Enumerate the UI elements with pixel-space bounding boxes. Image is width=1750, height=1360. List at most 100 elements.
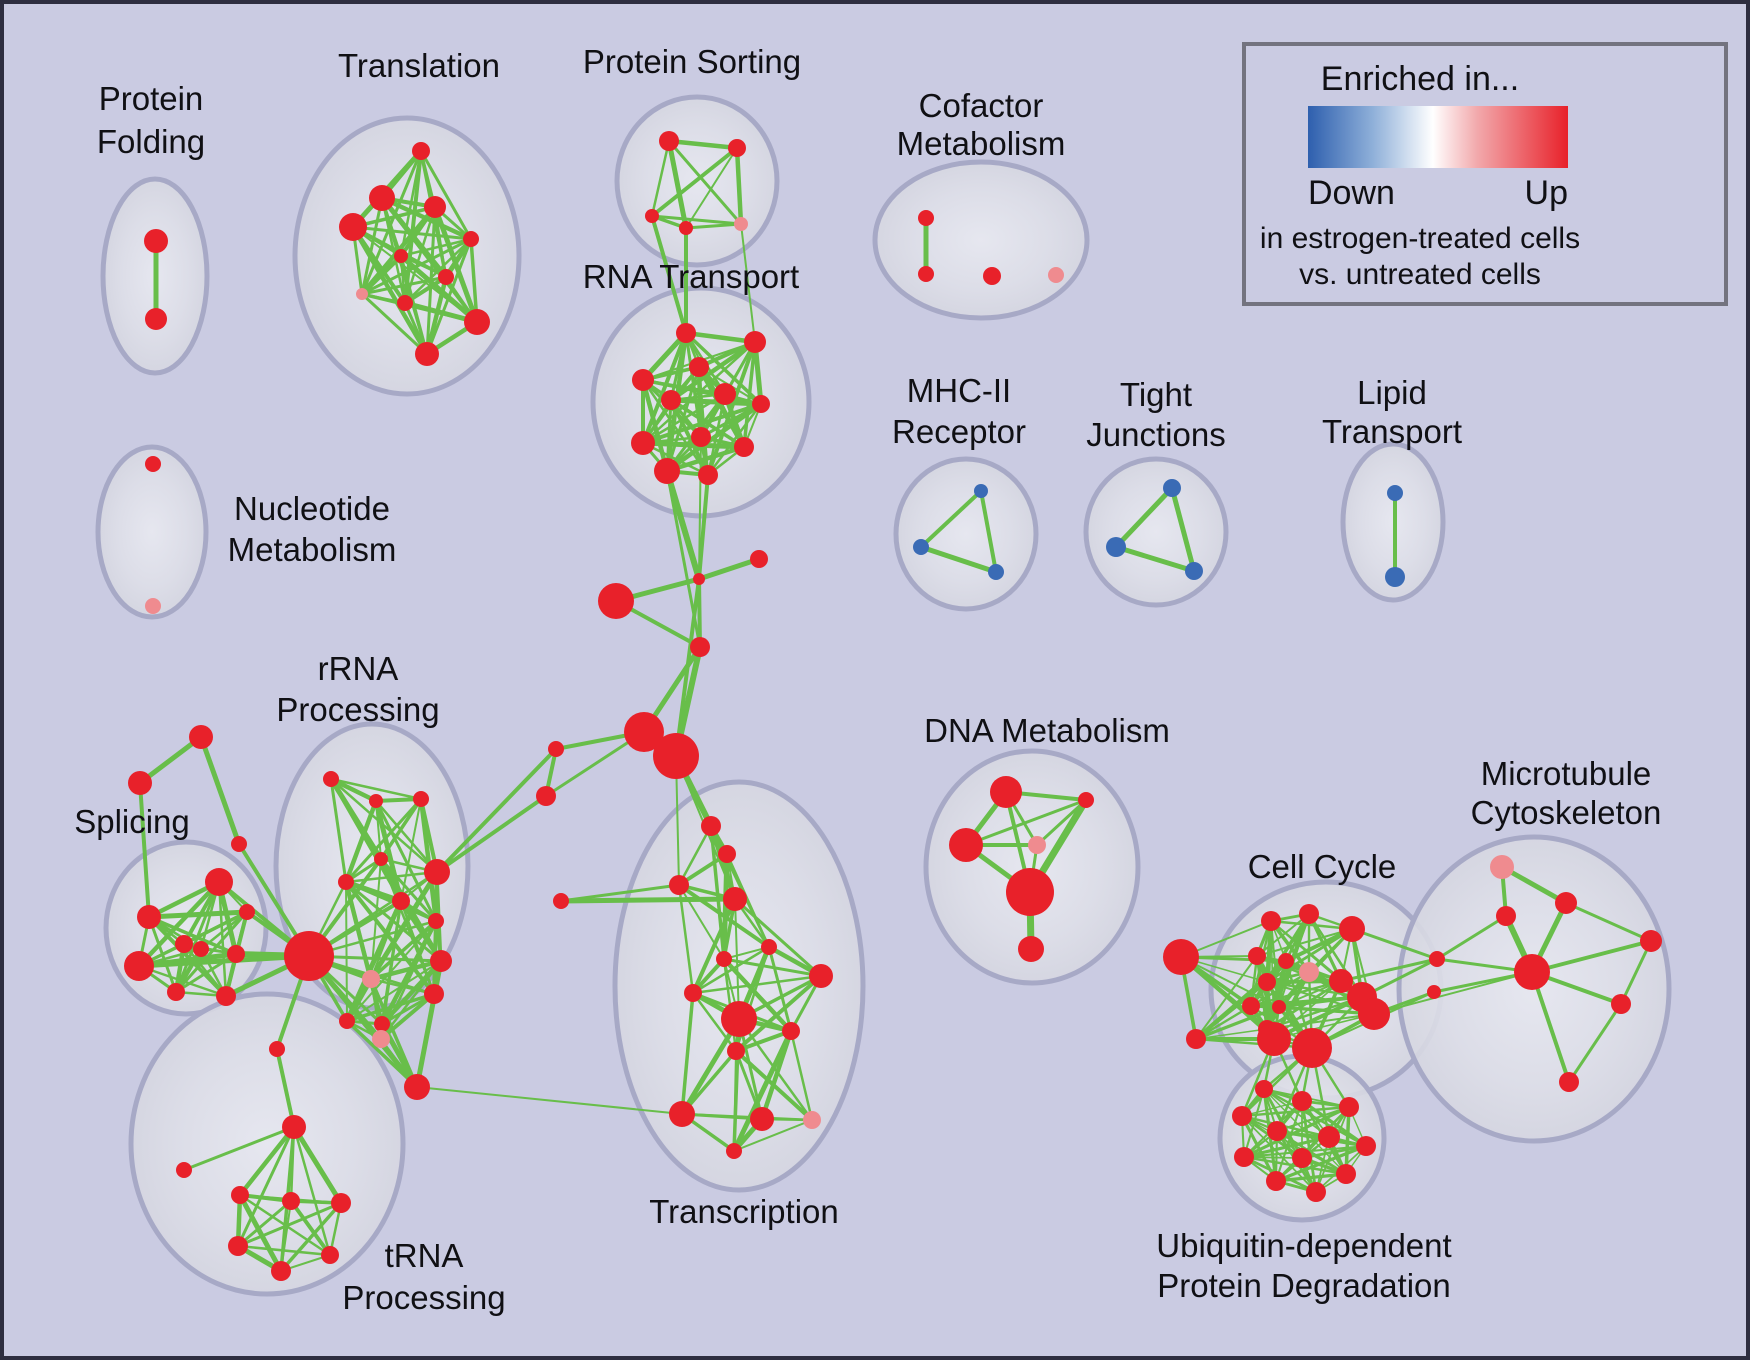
cluster-label-dna: DNA Metabolism — [924, 712, 1170, 749]
edge — [435, 747, 558, 874]
node-rna-9 — [734, 437, 754, 457]
edge — [403, 237, 473, 305]
node-conn-7 — [536, 786, 556, 806]
edge — [964, 798, 1088, 847]
edge — [147, 915, 238, 956]
edge — [236, 1125, 296, 1248]
edge — [667, 139, 743, 226]
edge — [344, 870, 439, 884]
node-rrna-8 — [284, 931, 334, 981]
edge — [1256, 913, 1310, 957]
node-lipid-1 — [1385, 567, 1405, 587]
cluster-label-trna: Processing — [342, 1279, 505, 1316]
node-transl-3 — [339, 213, 367, 241]
node-transl-4 — [463, 231, 479, 247]
node-conn-8 — [189, 725, 213, 749]
node-splice-8 — [216, 986, 236, 1006]
node-splice-4 — [124, 951, 154, 981]
node-cellcyc-4 — [1339, 916, 1365, 942]
node-tight-2 — [1185, 562, 1203, 580]
cluster-label-rrna: Processing — [276, 691, 439, 728]
edge — [416, 993, 435, 1088]
edge — [147, 915, 228, 998]
node-transc-1 — [718, 845, 736, 863]
node-rrna-9 — [362, 970, 380, 988]
edge — [1265, 980, 1364, 999]
node-rrna-11 — [424, 984, 444, 1004]
node-ubi-7 — [1234, 1147, 1254, 1167]
node-rrna-14 — [372, 1030, 390, 1048]
edge — [668, 339, 758, 403]
node-cofac-0 — [918, 210, 934, 226]
edge — [368, 958, 444, 982]
edge — [698, 436, 702, 580]
node-cellcyc-8 — [1329, 969, 1353, 993]
node-cellcyc-2 — [1261, 911, 1281, 931]
node-rrna-1 — [369, 794, 383, 808]
edge — [1265, 995, 1364, 1031]
node-ubi-8 — [1292, 1148, 1312, 1168]
node-sort-1 — [728, 139, 746, 157]
node-ubi-5 — [1318, 1126, 1340, 1148]
edge — [1307, 912, 1343, 983]
edge — [1274, 1099, 1304, 1183]
cluster-ellipse-cofac — [872, 159, 1090, 321]
cluster-label-tight: Tight — [1120, 376, 1192, 413]
node-micro-5 — [1611, 994, 1631, 1014]
edge — [329, 777, 423, 801]
cluster-label-cofac: Cofactor — [919, 87, 1044, 124]
edge — [1241, 1100, 1303, 1117]
node-cofac-1 — [918, 266, 934, 282]
edge — [641, 441, 710, 477]
node-cellcyc-14 — [1358, 998, 1390, 1030]
edge — [664, 468, 702, 582]
edge — [1499, 864, 1569, 906]
node-dna-5 — [1018, 936, 1044, 962]
edge — [1350, 927, 1439, 961]
cluster-label-nucl: Nucleotide — [234, 490, 390, 527]
node-dna-3 — [1028, 836, 1046, 854]
edge — [668, 397, 764, 407]
edge — [344, 797, 423, 884]
edge — [146, 909, 250, 920]
edge — [275, 1047, 296, 1129]
edge — [1339, 957, 1439, 983]
node-conn-0 — [598, 583, 634, 619]
node-rrna-10 — [430, 950, 452, 972]
node-rna-5 — [714, 383, 736, 405]
edge — [351, 225, 473, 241]
node-transc-14 — [803, 1111, 821, 1129]
edge — [1249, 970, 1311, 1008]
node-conn-4 — [624, 712, 664, 752]
node-cofac-3 — [1048, 267, 1064, 283]
edge — [674, 577, 701, 758]
edge — [664, 444, 747, 474]
node-rrna-5 — [424, 859, 450, 885]
node-rna-7 — [691, 427, 711, 447]
edge — [343, 798, 379, 885]
node-nucl-0 — [145, 456, 161, 472]
node-ubi-9 — [1336, 1164, 1356, 1184]
cluster-label-sort: Protein Sorting — [583, 43, 801, 80]
cluster-ellipse-trna — [128, 991, 406, 1297]
edge — [1113, 485, 1175, 550]
node-cellcyc-9 — [1258, 973, 1276, 991]
node-transc-15 — [726, 1143, 742, 1159]
node-rna-10 — [654, 458, 680, 484]
edge — [721, 956, 794, 1034]
cluster-label-fold: Folding — [97, 123, 205, 160]
legend-up-label: Up — [1524, 174, 1568, 212]
edge — [174, 910, 249, 994]
edge — [789, 1029, 814, 1122]
nodes-layer — [124, 131, 1662, 1281]
edge — [1242, 1135, 1331, 1159]
node-rna-6 — [752, 395, 770, 413]
node-micro-2 — [1496, 906, 1516, 926]
edge — [399, 237, 473, 258]
legend: Enriched in... Down Up in estrogen-treat… — [1242, 42, 1728, 306]
node-rna-3 — [632, 369, 654, 391]
edge — [1530, 939, 1653, 974]
edge — [237, 1124, 297, 1198]
edge — [469, 237, 479, 324]
